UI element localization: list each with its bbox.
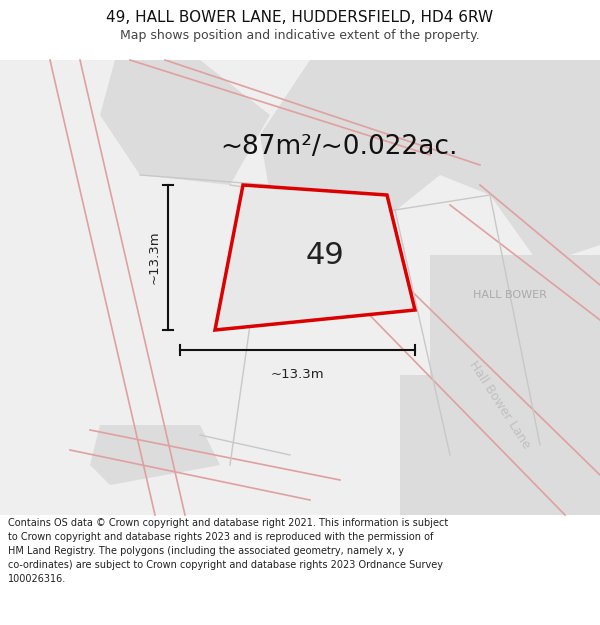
Text: Contains OS data © Crown copyright and database right 2021. This information is : Contains OS data © Crown copyright and d… (8, 518, 448, 528)
Text: 49: 49 (305, 241, 344, 269)
Text: Hall Bower Lane: Hall Bower Lane (467, 359, 533, 451)
Text: 100026316.: 100026316. (8, 574, 66, 584)
Text: ~13.3m: ~13.3m (148, 231, 161, 284)
Polygon shape (490, 60, 600, 265)
Text: co-ordinates) are subject to Crown copyright and database rights 2023 Ordnance S: co-ordinates) are subject to Crown copyr… (8, 560, 443, 570)
Text: 49, HALL BOWER LANE, HUDDERSFIELD, HD4 6RW: 49, HALL BOWER LANE, HUDDERSFIELD, HD4 6… (106, 9, 494, 24)
Polygon shape (90, 425, 220, 485)
Polygon shape (260, 60, 490, 215)
Polygon shape (100, 60, 270, 185)
Text: ~13.3m: ~13.3m (271, 368, 325, 381)
Bar (0, 60, 600, 515)
Text: to Crown copyright and database rights 2023 and is reproduced with the permissio: to Crown copyright and database rights 2… (8, 532, 433, 542)
Polygon shape (215, 185, 415, 330)
Polygon shape (430, 255, 600, 375)
Text: HM Land Registry. The polygons (including the associated geometry, namely x, y: HM Land Registry. The polygons (includin… (8, 546, 404, 556)
Polygon shape (390, 60, 600, 195)
Text: ~87m²/~0.022ac.: ~87m²/~0.022ac. (220, 134, 458, 160)
Text: Map shows position and indicative extent of the property.: Map shows position and indicative extent… (120, 29, 480, 41)
Polygon shape (400, 375, 600, 515)
Text: HALL BOWER: HALL BOWER (473, 290, 547, 300)
